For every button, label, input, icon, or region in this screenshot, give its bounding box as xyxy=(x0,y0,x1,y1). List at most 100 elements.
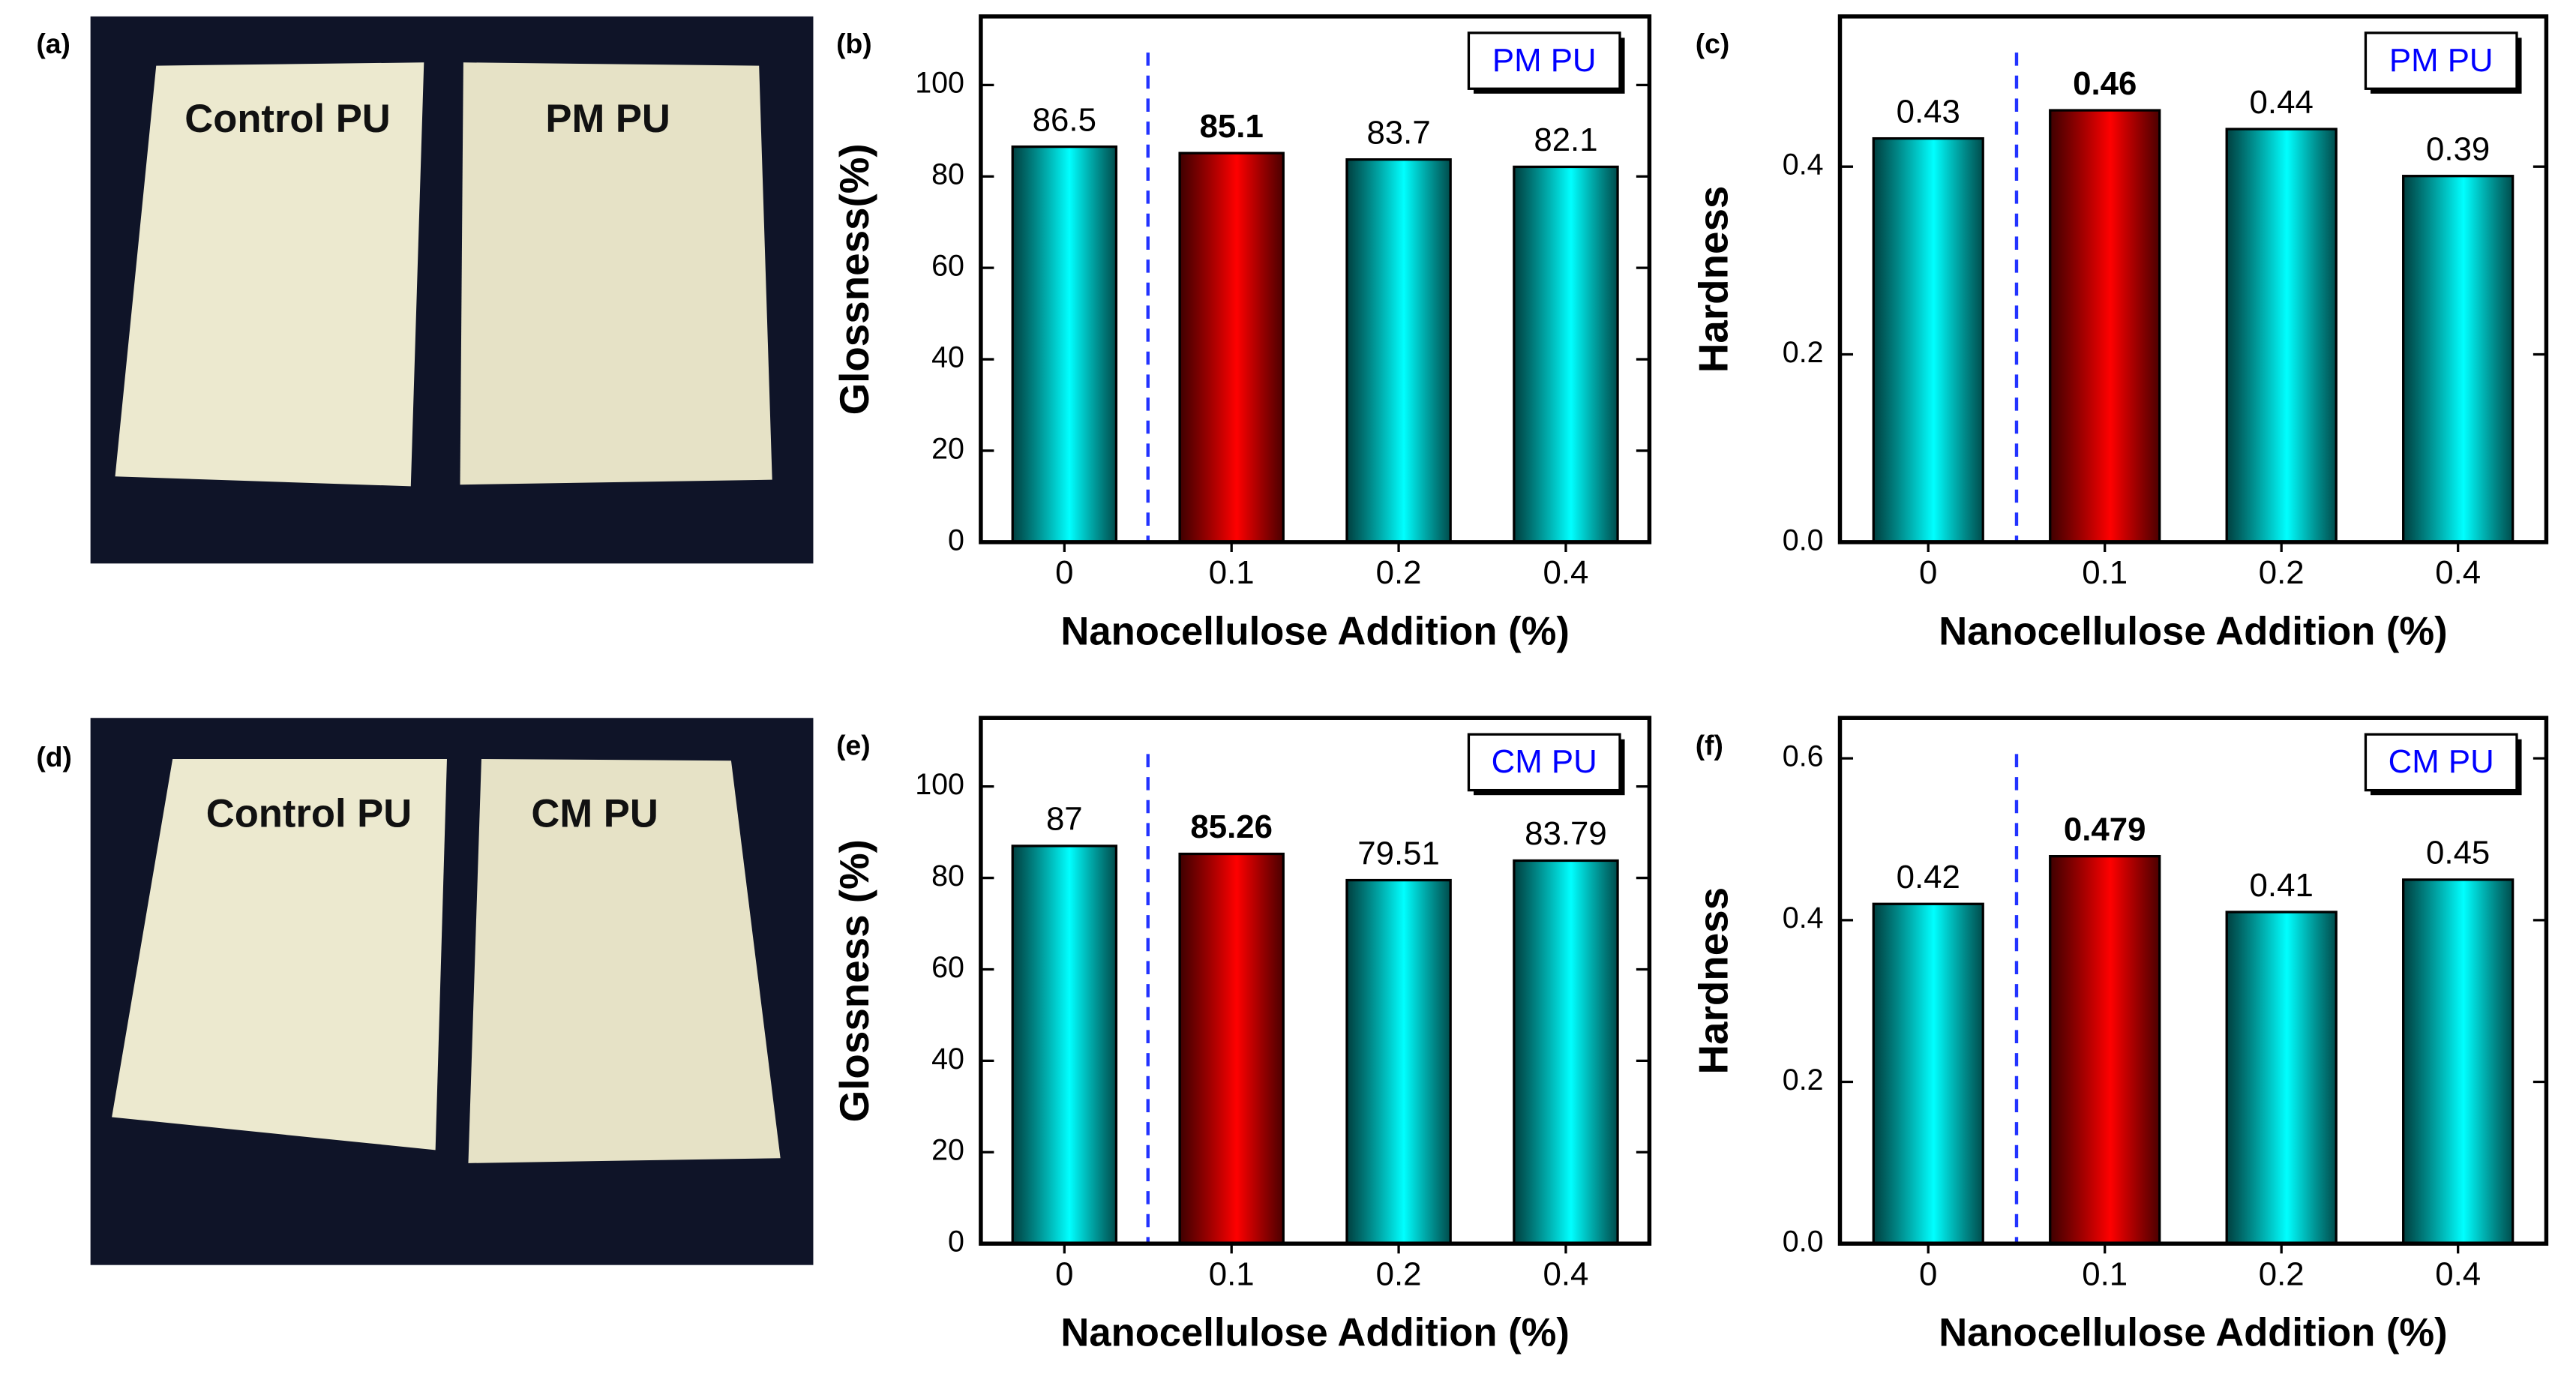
y-tick-label: 0.0 xyxy=(1783,1226,1824,1258)
value-label: 79.51 xyxy=(1357,835,1440,872)
photo-label: Control PU xyxy=(184,97,390,141)
x-axis-label: Nanocellulose Addition (%) xyxy=(1060,1311,1569,1355)
value-label: 87 xyxy=(1046,801,1083,838)
bar xyxy=(1345,158,1452,544)
x-tick-label: 0 xyxy=(1919,554,1937,591)
value-label: 82.1 xyxy=(1534,122,1597,158)
x-tick-label: 0.4 xyxy=(2435,1256,2481,1293)
panel-label: (f) xyxy=(1696,729,1723,760)
value-label: 83.7 xyxy=(1366,114,1430,151)
value-label: 0.39 xyxy=(2426,130,2490,167)
value-label: 0.41 xyxy=(2250,867,2314,904)
plot-frame xyxy=(1837,14,2549,544)
board xyxy=(112,759,447,1150)
annotation-box xyxy=(2364,733,2518,792)
photo-a: Control PU PM PU (a) xyxy=(36,16,814,564)
y-tick-label: 40 xyxy=(931,1042,964,1076)
y-axis-label: Hardness xyxy=(1690,887,1737,1075)
y-tick-label: 20 xyxy=(931,432,964,465)
annotation: CM PU xyxy=(2389,743,2494,780)
y-tick-label: 40 xyxy=(931,340,964,374)
plot-frame xyxy=(979,14,1652,544)
bar xyxy=(1872,136,1984,544)
x-tick-label: 0.1 xyxy=(1209,554,1255,591)
board xyxy=(115,62,424,487)
chart: (b) 0 20 40 60 80 100 86.5 0 85.1 0.1 83.7 0.2 82.1 0.… xyxy=(831,14,1652,653)
x-tick-label: 0.2 xyxy=(1376,1256,1422,1293)
value-label: 85.1 xyxy=(1200,108,1264,145)
annotation: CM PU xyxy=(1492,743,1597,780)
plot-frame xyxy=(979,716,1652,1246)
annotation-box xyxy=(1467,32,1621,90)
value-label: 0.43 xyxy=(1897,93,1960,130)
chart: (e) 0 20 40 60 80 100 87 0 85.26 0.1 79.51 0.2 83.79 0… xyxy=(831,716,1652,1355)
bar xyxy=(1345,878,1452,1245)
y-tick-label: 60 xyxy=(931,951,964,984)
bar xyxy=(2225,910,2338,1245)
chart: (f) 0.0 0.2 0.4 0.6 0.42 0 0.479 0.1 0.41 0.2 0.45 0… xyxy=(1690,716,2549,1355)
value-label: 0.45 xyxy=(2426,835,2490,872)
bar xyxy=(2402,175,2515,544)
bar xyxy=(2225,128,2338,544)
x-axis-label: Nanocellulose Addition (%) xyxy=(1060,609,1569,653)
value-label: 0.479 xyxy=(2064,811,2146,848)
y-tick-label: 0 xyxy=(948,524,964,556)
y-axis-label: Hardness xyxy=(1690,186,1737,374)
value-label: 0.46 xyxy=(2073,65,2137,102)
y-tick-label: 0.6 xyxy=(1783,740,1824,773)
x-axis-label: Nanocellulose Addition (%) xyxy=(1939,1311,2447,1355)
y-tick-label: 0 xyxy=(948,1226,964,1258)
y-tick-label: 60 xyxy=(931,250,964,283)
x-tick-label: 0.2 xyxy=(1376,554,1422,591)
y-axis-label: Glossness (%) xyxy=(831,839,877,1122)
y-tick-label: 0.4 xyxy=(1783,148,1824,182)
x-tick-label: 0 xyxy=(1919,1256,1937,1293)
bar xyxy=(1513,165,1619,544)
bar xyxy=(1011,844,1118,1245)
panel-label: (a) xyxy=(36,28,70,59)
panel-label: (d) xyxy=(36,741,72,772)
value-label: 0.44 xyxy=(2250,84,2314,121)
bar xyxy=(1872,902,1984,1245)
bar xyxy=(1011,145,1118,544)
x-tick-label: 0.1 xyxy=(1209,1256,1255,1293)
panel-label: (e) xyxy=(836,729,871,760)
x-tick-label: 0.2 xyxy=(2259,554,2305,591)
y-tick-label: 0.2 xyxy=(1783,336,1824,369)
photo-d: Control PU CM PU (d) xyxy=(36,718,814,1265)
annotation: PM PU xyxy=(1492,42,1597,79)
bar xyxy=(1178,852,1285,1245)
x-tick-label: 0.1 xyxy=(2082,554,2128,591)
y-tick-label: 80 xyxy=(931,158,964,191)
bar xyxy=(2049,109,2161,544)
annotation-box xyxy=(2364,32,2518,90)
panel-label: (c) xyxy=(1696,28,1730,59)
x-tick-label: 0.4 xyxy=(2435,554,2481,591)
photo-label: PM PU xyxy=(545,97,670,141)
y-tick-label: 100 xyxy=(915,768,964,801)
bar xyxy=(2049,854,2161,1245)
x-tick-label: 0.4 xyxy=(1543,1256,1589,1293)
photo-label: CM PU xyxy=(531,792,658,836)
bar xyxy=(1178,152,1285,544)
panel-label: (b) xyxy=(836,28,872,59)
board xyxy=(468,759,781,1163)
annotation: PM PU xyxy=(2389,42,2494,79)
y-tick-label: 0.0 xyxy=(1783,524,1824,556)
photo-label: Control PU xyxy=(206,792,412,836)
bar xyxy=(1513,859,1619,1245)
y-tick-label: 20 xyxy=(931,1134,964,1167)
value-label: 0.42 xyxy=(1897,859,1960,896)
x-axis-label: Nanocellulose Addition (%) xyxy=(1939,609,2447,653)
y-tick-label: 80 xyxy=(931,860,964,892)
x-tick-label: 0.4 xyxy=(1543,554,1589,591)
y-tick-label: 100 xyxy=(915,67,964,100)
value-label: 85.26 xyxy=(1190,808,1273,845)
x-tick-label: 0 xyxy=(1055,1256,1073,1293)
annotation-box xyxy=(1467,733,1621,792)
y-axis-label: Glossness(%) xyxy=(831,143,877,415)
x-tick-label: 0.2 xyxy=(2259,1256,2305,1293)
x-tick-label: 0.1 xyxy=(2082,1256,2128,1293)
board xyxy=(460,62,772,485)
